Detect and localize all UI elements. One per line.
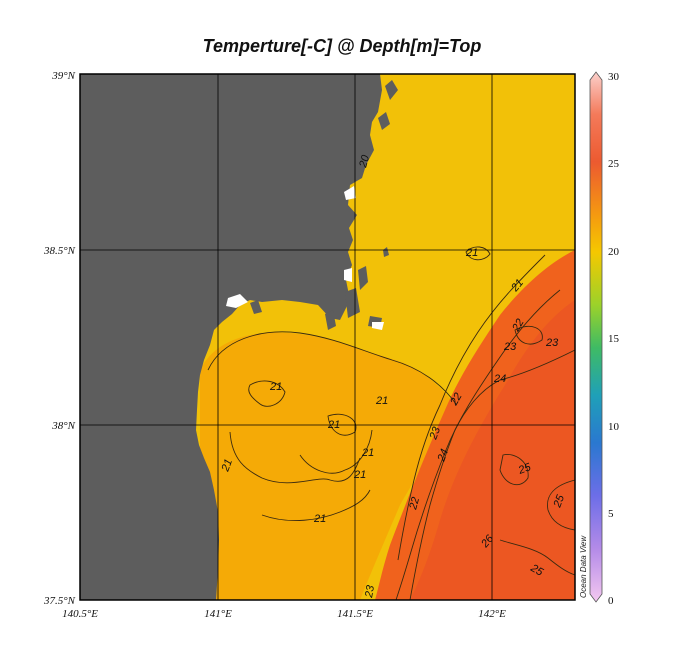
no-data-patch	[344, 186, 356, 200]
map-frame	[79, 73, 576, 601]
contour-label: 23	[427, 425, 443, 442]
ocean-21c	[200, 332, 455, 600]
lat-tick-label: 39°N	[51, 70, 75, 82]
graticule	[80, 74, 575, 600]
lat-tick-label: 38°N	[51, 420, 75, 432]
contour-21-f	[261, 489, 371, 522]
contour-label: 21	[219, 457, 235, 474]
colorbar	[589, 71, 603, 603]
lon-tick-label: 141°E	[204, 608, 232, 620]
map-title: Temperture[-C] @ Depth[m]=Top	[202, 36, 482, 56]
contour-25-a	[499, 454, 529, 486]
ocean-data-view-credit: Ocean Data View	[579, 535, 588, 598]
contour-label: 24	[493, 373, 506, 385]
island	[385, 80, 398, 100]
lon-tick-label: 142°E	[478, 608, 506, 620]
ocean-warm-25c	[410, 300, 575, 600]
contour-label: 22	[510, 317, 527, 334]
island	[345, 288, 360, 318]
contour-label: 23	[545, 337, 559, 349]
contour-23	[395, 289, 561, 600]
contour-label: 24	[435, 447, 451, 464]
island	[378, 112, 390, 130]
contour-label: 23	[503, 341, 517, 353]
contour-label: 21	[465, 247, 478, 259]
contour-label: 25	[516, 461, 533, 477]
no-data-patch	[344, 268, 352, 282]
contour-21-north	[465, 246, 491, 261]
colorbar-label: 5	[608, 508, 614, 520]
contour-24	[409, 349, 575, 600]
no-data-patch	[372, 322, 384, 330]
lat-tick-label: 37.5°N	[43, 595, 76, 607]
contour-label: 22	[407, 496, 422, 512]
lat-tick-label: 38.5°N	[43, 245, 76, 257]
lon-tick-label: 141.5°E	[337, 608, 373, 620]
contour-22	[397, 254, 546, 561]
colorbar-label: 0	[608, 595, 614, 607]
contour-label: 23	[363, 584, 377, 600]
no-data-patch	[226, 294, 248, 308]
colorbar-label: 10	[608, 421, 620, 433]
colorbar-label: 25	[608, 158, 620, 170]
contour-label: 21	[313, 513, 326, 525]
land-honshu	[80, 74, 382, 600]
contour-label: 20	[357, 153, 372, 170]
colorbar-label: 15	[608, 333, 620, 345]
colorbar-label: 20	[608, 246, 620, 258]
contour-label: 25	[551, 493, 567, 510]
island	[325, 310, 336, 330]
colorbar-label: 30	[608, 71, 620, 83]
contour-25-c	[499, 539, 575, 576]
contour-23-loop	[514, 326, 543, 345]
contour-label: 22	[448, 391, 465, 408]
lon-tick-label: 140.5°E	[62, 608, 98, 620]
contour-21-e	[299, 429, 373, 474]
island	[358, 266, 368, 290]
island	[250, 300, 262, 314]
contour-21-d	[229, 431, 361, 484]
contour-21-main	[207, 331, 457, 405]
contour-label: 21	[353, 469, 366, 481]
contour-label: 21	[361, 447, 374, 459]
contour-21-inner	[248, 380, 286, 407]
island	[383, 247, 389, 257]
contour-label: 21	[327, 419, 340, 431]
contour-25-b	[547, 479, 575, 531]
contour-label: 21	[375, 395, 388, 407]
contour-label: 21	[269, 381, 282, 393]
